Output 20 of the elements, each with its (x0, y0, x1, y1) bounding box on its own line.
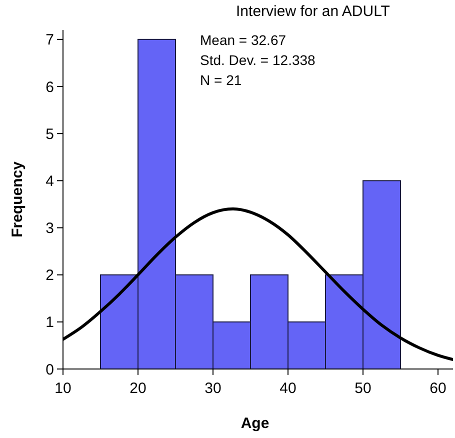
x-tick-label: 40 (280, 380, 296, 397)
y-tick-label: 6 (46, 78, 54, 96)
annotation: N = 21 (200, 72, 242, 88)
x-tick-label: 50 (354, 380, 372, 397)
annotation: Std. Dev. = 12.338 (200, 52, 316, 68)
x-tick-label: 20 (130, 380, 146, 397)
y-tick-label: 3 (46, 220, 54, 237)
y-tick-label: 1 (46, 314, 54, 332)
chart-title: Interview for an ADULT (236, 3, 390, 20)
y-tick-label: 5 (46, 126, 54, 143)
x-tick-label: 60 (430, 380, 446, 397)
y-axis-title: Frequency (9, 160, 26, 238)
y-tick-label: 7 (46, 32, 54, 49)
y-tick-label: 4 (46, 172, 54, 190)
x-tick-label: 30 (204, 380, 222, 397)
y-tick-label: 2 (46, 267, 54, 284)
y-tick-label: 0 (46, 361, 54, 378)
x-axis-title: Age (240, 415, 270, 432)
x-tick-label: 10 (54, 380, 72, 397)
annotation: Mean = 32.67 (200, 32, 286, 48)
